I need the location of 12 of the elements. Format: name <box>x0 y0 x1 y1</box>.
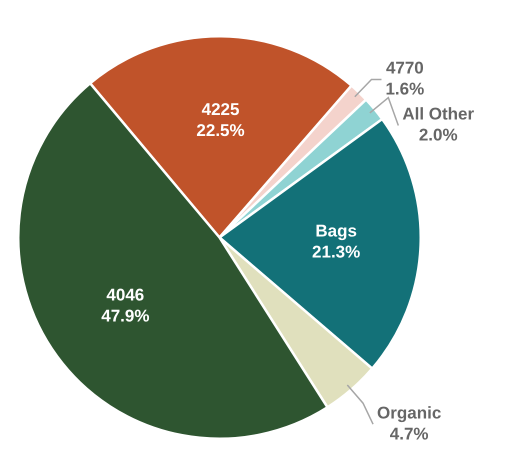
slice-label: All Other <box>402 104 474 124</box>
slice-label: Organic <box>377 403 442 422</box>
slice-label: 4046 <box>106 286 144 305</box>
slice-label: 4225 <box>202 100 240 119</box>
data-label: 22.5% <box>196 120 245 140</box>
data-label: 21.3% <box>312 242 360 262</box>
data-label: 4.7% <box>390 424 429 444</box>
data-label: 2.0% <box>418 126 458 145</box>
data-label: 47.9% <box>101 306 150 326</box>
data-label: 1.6% <box>385 80 424 99</box>
slice-label: Bags <box>315 221 357 240</box>
slice-label: 4770 <box>386 58 424 78</box>
